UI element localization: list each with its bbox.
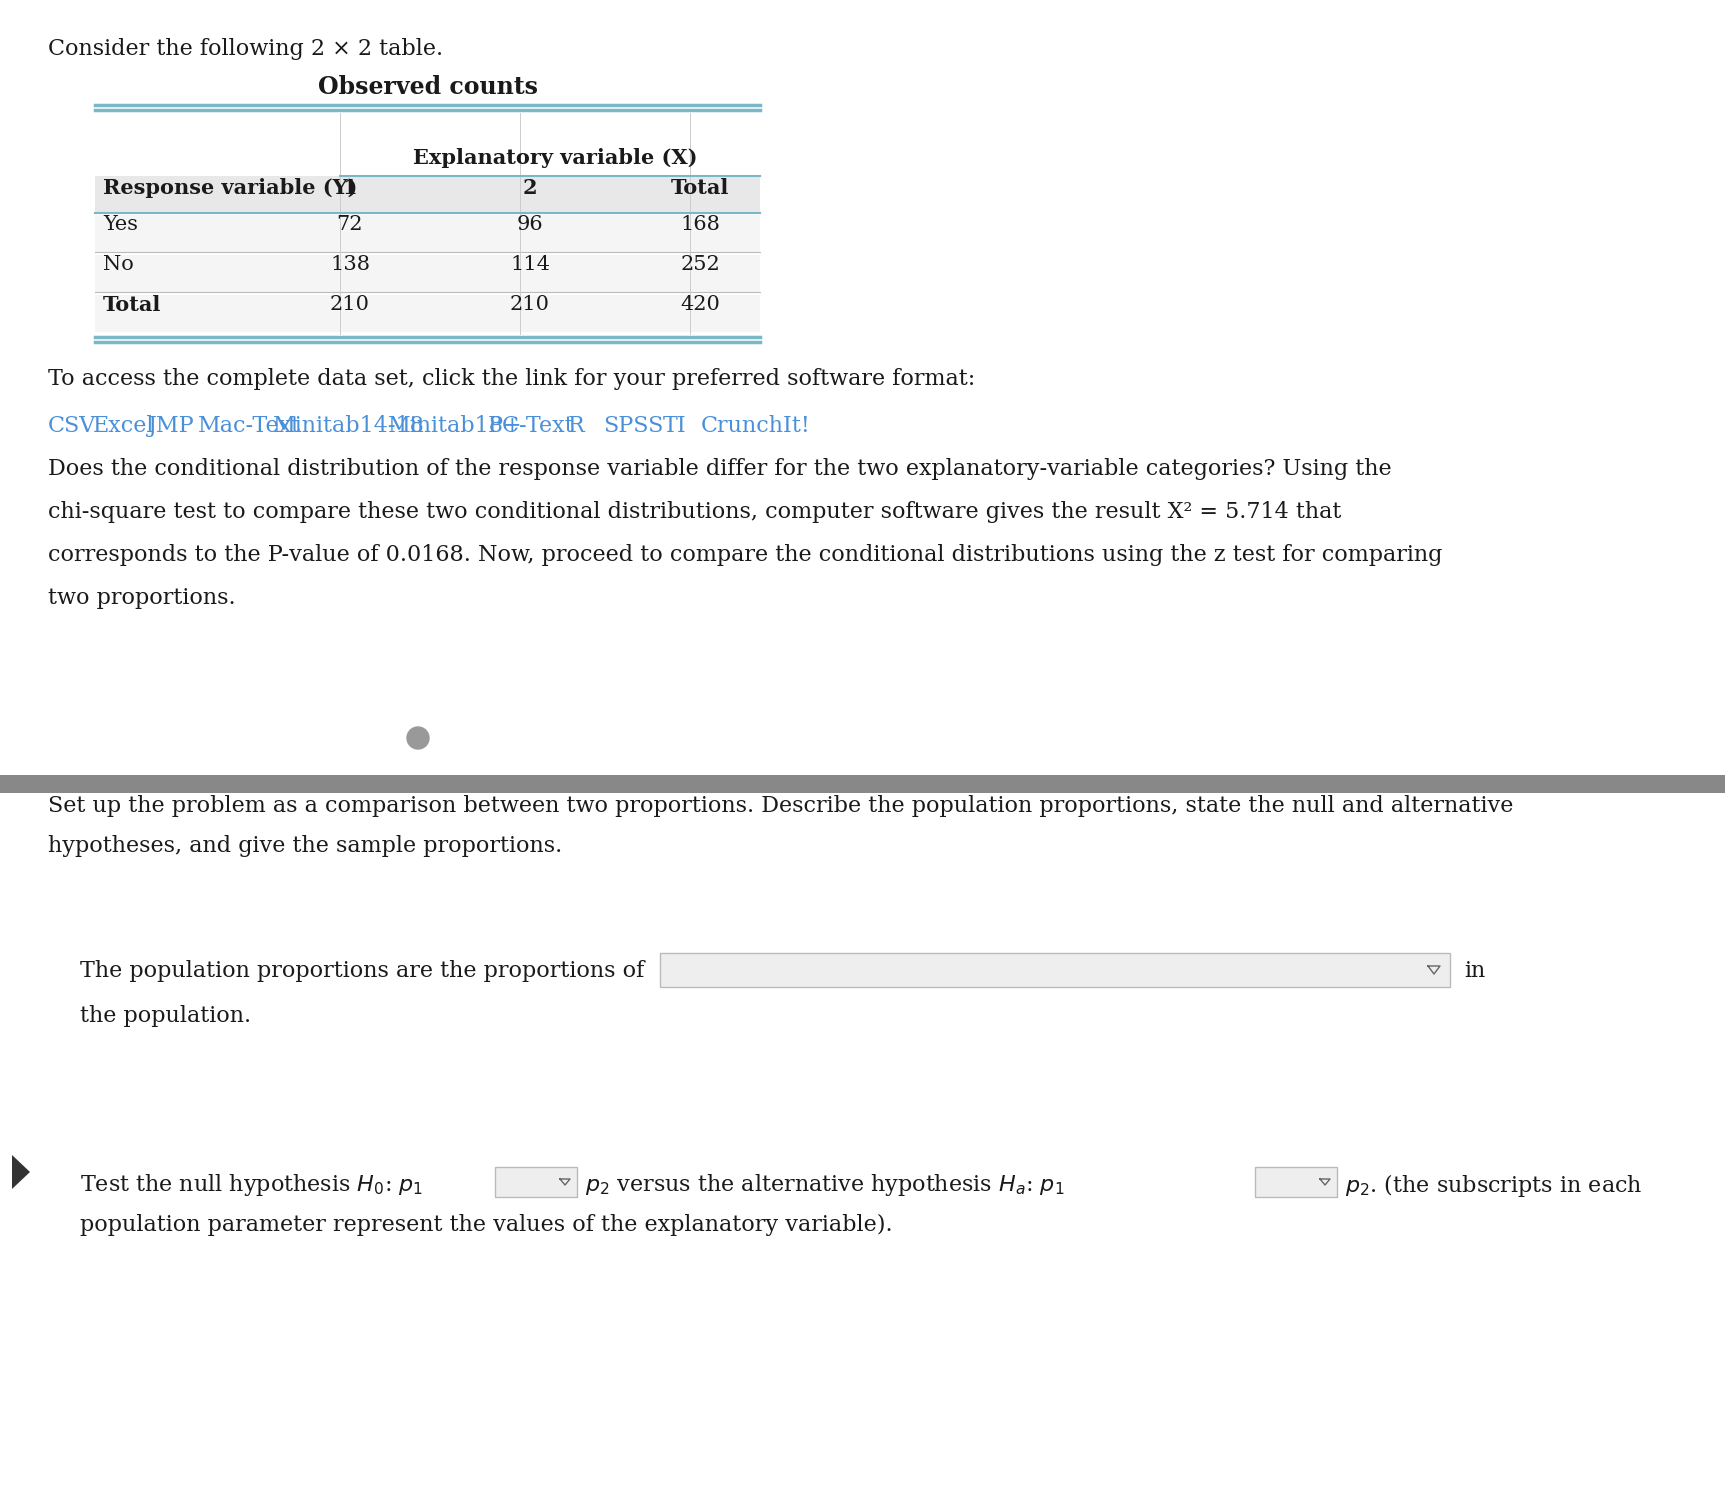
Text: 210: 210 [511, 294, 550, 314]
FancyBboxPatch shape [0, 775, 1725, 793]
Text: 138: 138 [329, 254, 369, 274]
Text: Response variable (Y): Response variable (Y) [104, 178, 357, 198]
Text: Minitab14-18: Minitab14-18 [273, 415, 424, 437]
Text: in: in [1465, 961, 1485, 981]
Text: No: No [104, 254, 135, 274]
Text: CrunchIt!: CrunchIt! [700, 415, 811, 437]
Text: Minitab18+: Minitab18+ [388, 415, 523, 437]
FancyBboxPatch shape [95, 294, 761, 332]
Text: Observed counts: Observed counts [317, 74, 538, 100]
Text: 210: 210 [329, 294, 369, 314]
Text: TI: TI [662, 415, 687, 437]
Text: Mac-Text: Mac-Text [198, 415, 302, 437]
Text: 168: 168 [680, 216, 719, 233]
Text: hypotheses, and give the sample proportions.: hypotheses, and give the sample proporti… [48, 836, 562, 857]
Text: The population proportions are the proportions of: The population proportions are the propo… [79, 961, 643, 981]
Text: Explanatory variable (X): Explanatory variable (X) [412, 149, 697, 168]
FancyBboxPatch shape [1256, 1167, 1337, 1197]
Text: 96: 96 [518, 216, 543, 233]
Text: 420: 420 [680, 294, 719, 314]
Text: Consider the following 2 × 2 table.: Consider the following 2 × 2 table. [48, 39, 443, 59]
Text: 72: 72 [336, 216, 364, 233]
Text: 114: 114 [511, 254, 550, 274]
FancyBboxPatch shape [95, 175, 761, 213]
Text: R: R [568, 415, 585, 437]
Text: chi-square test to compare these two conditional distributions, computer softwar: chi-square test to compare these two con… [48, 501, 1342, 523]
Text: two proportions.: two proportions. [48, 587, 236, 610]
Text: corresponds to the P-value of 0.0168. Now, proceed to compare the conditional di: corresponds to the P-value of 0.0168. No… [48, 544, 1442, 567]
Text: $p_2$. (the subscripts in each: $p_2$. (the subscripts in each [1346, 1172, 1642, 1199]
Text: $p_2$ versus the alternative hypothesis $H_a$: $p_1$: $p_2$ versus the alternative hypothesis … [585, 1172, 1064, 1199]
Text: 2: 2 [523, 178, 536, 198]
FancyBboxPatch shape [495, 1167, 576, 1197]
Text: Yes: Yes [104, 216, 138, 233]
Text: PC-Text: PC-Text [488, 415, 574, 437]
Polygon shape [12, 1155, 29, 1190]
Text: SPSS: SPSS [604, 415, 664, 437]
Text: Excel: Excel [93, 415, 155, 437]
Text: the population.: the population. [79, 1005, 252, 1028]
Text: 252: 252 [680, 254, 719, 274]
FancyBboxPatch shape [661, 953, 1451, 987]
Text: To access the complete data set, click the link for your preferred software form: To access the complete data set, click t… [48, 367, 975, 390]
Text: Does the conditional distribution of the response variable differ for the two ex: Does the conditional distribution of the… [48, 458, 1392, 480]
Text: Test the null hypothesis $H_0$: $p_1$: Test the null hypothesis $H_0$: $p_1$ [79, 1172, 423, 1199]
Text: Total: Total [104, 294, 162, 315]
Text: Total: Total [671, 178, 730, 198]
Text: JMP: JMP [148, 415, 195, 437]
FancyBboxPatch shape [95, 254, 761, 291]
FancyBboxPatch shape [95, 216, 761, 251]
Text: Set up the problem as a comparison between two proportions. Describe the populat: Set up the problem as a comparison betwe… [48, 796, 1513, 816]
Circle shape [407, 727, 430, 749]
Text: 1: 1 [343, 178, 357, 198]
Text: population parameter represent the values of the explanatory variable).: population parameter represent the value… [79, 1213, 892, 1236]
Text: CSV: CSV [48, 415, 97, 437]
